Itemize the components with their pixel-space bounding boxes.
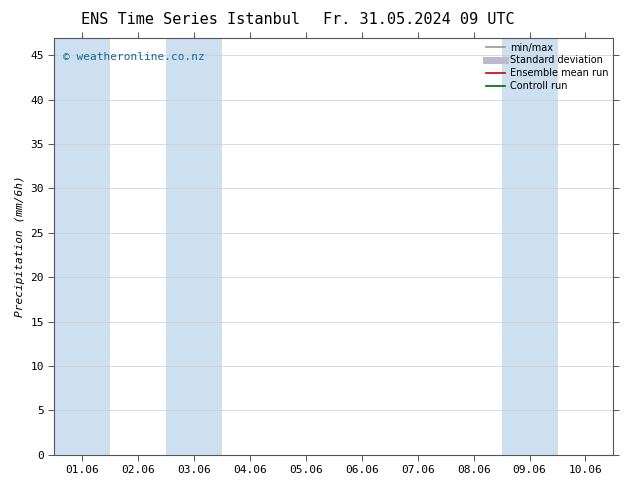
Bar <box>55 38 110 455</box>
Bar <box>166 38 222 455</box>
Text: Fr. 31.05.2024 09 UTC: Fr. 31.05.2024 09 UTC <box>323 12 514 27</box>
Legend: min/max, Standard deviation, Ensemble mean run, Controll run: min/max, Standard deviation, Ensemble me… <box>486 43 609 91</box>
Bar <box>501 38 557 455</box>
Bar <box>614 38 634 455</box>
Text: © weatheronline.co.nz: © weatheronline.co.nz <box>63 52 205 62</box>
Y-axis label: Precipitation (mm/6h): Precipitation (mm/6h) <box>15 175 25 317</box>
Text: ENS Time Series Istanbul: ENS Time Series Istanbul <box>81 12 300 27</box>
